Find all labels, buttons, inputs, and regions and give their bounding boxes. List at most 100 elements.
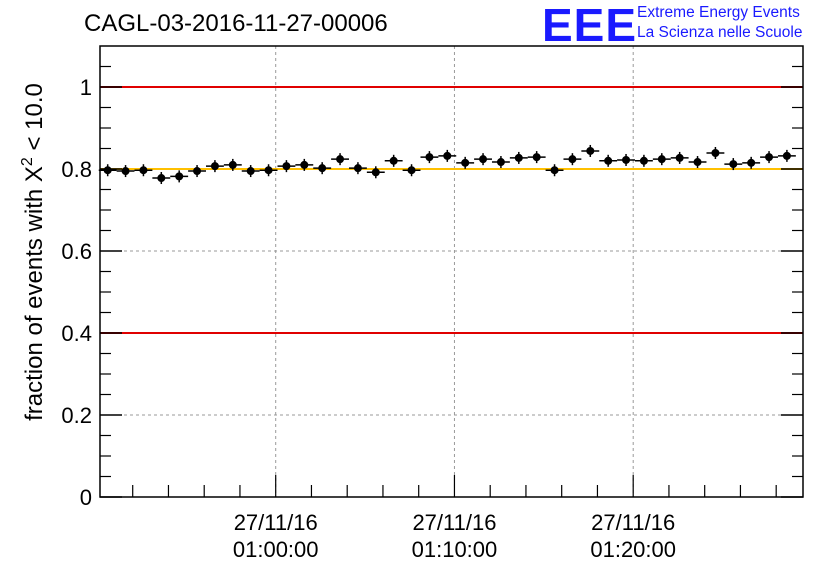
point-marker — [228, 160, 237, 169]
point-marker — [729, 160, 738, 169]
point-marker — [103, 166, 112, 175]
point-marker — [425, 153, 434, 162]
point-marker — [675, 153, 684, 162]
point-marker — [765, 153, 774, 162]
data-point — [348, 162, 367, 175]
chart-title: CAGL-03-2016-11-27-00006 — [84, 10, 388, 37]
point-marker — [461, 158, 470, 167]
data-point — [188, 165, 206, 178]
x-tick-date-label: 27/11/16 — [412, 510, 496, 535]
point-marker — [496, 158, 505, 167]
point-marker — [336, 155, 345, 164]
point-marker — [193, 167, 202, 176]
y-axis-label: fraction of events with X2 < 10.0 — [19, 83, 48, 421]
y-tick-label: 0.4 — [61, 321, 92, 346]
data-point — [777, 149, 796, 162]
point-marker — [550, 166, 559, 175]
data-point — [384, 154, 403, 167]
y-tick-label: 0.2 — [61, 403, 92, 428]
logo-line-1: Extreme Energy Events — [637, 4, 800, 21]
x-tick-time-label: 01:20:00 — [590, 537, 676, 562]
data-point — [313, 162, 332, 175]
point-marker — [353, 164, 362, 173]
point-marker — [407, 166, 416, 175]
data-point — [599, 154, 618, 167]
data-point — [98, 164, 117, 177]
data-point — [545, 164, 564, 177]
data-point — [563, 153, 582, 166]
data-point — [491, 156, 510, 169]
point-marker — [282, 162, 291, 171]
point-marker — [318, 164, 327, 173]
data-point — [331, 153, 349, 166]
x-tick-time-label: 01:00:00 — [233, 537, 319, 562]
point-marker — [586, 146, 595, 155]
logo-line-2: La Scienza nelle Scuole — [637, 24, 803, 41]
data-point — [402, 164, 421, 177]
data-point — [509, 151, 528, 164]
y-tick-label: 0.6 — [61, 239, 92, 264]
point-marker — [639, 156, 648, 165]
data-point — [205, 160, 224, 173]
data-point — [366, 166, 385, 179]
y-axis-ticks: 0 0.2 0.4 0.6 0.8 1 — [61, 65, 803, 510]
point-marker — [210, 162, 219, 171]
x-axis-ticks: 27/11/1601:00:0027/11/1601:10:0027/11/16… — [132, 475, 777, 562]
point-marker — [514, 153, 523, 162]
data-point — [634, 154, 653, 167]
data-points — [98, 144, 796, 185]
point-marker — [782, 151, 791, 160]
data-point — [474, 153, 492, 166]
data-point — [223, 158, 242, 171]
point-marker — [711, 149, 720, 158]
data-point — [670, 151, 689, 164]
data-point — [706, 147, 725, 160]
reference-lines — [100, 86, 803, 334]
data-point — [760, 151, 778, 164]
point-marker — [157, 174, 166, 183]
data-point — [617, 153, 635, 166]
data-point — [581, 144, 600, 157]
point-marker — [747, 158, 756, 167]
plot-frame — [99, 45, 804, 498]
point-marker — [693, 158, 702, 167]
data-point — [241, 165, 260, 178]
data-point — [456, 156, 475, 169]
point-marker — [389, 156, 398, 165]
point-marker — [604, 156, 613, 165]
data-point — [688, 156, 707, 169]
data-point — [438, 149, 457, 162]
data-point — [420, 151, 439, 164]
point-marker — [568, 155, 577, 164]
point-marker — [139, 166, 148, 175]
x-tick-date-label: 27/11/16 — [234, 510, 318, 535]
data-point — [152, 172, 171, 185]
data-point — [724, 158, 743, 171]
point-marker — [246, 167, 255, 176]
point-marker — [371, 168, 380, 177]
data-point — [742, 156, 761, 169]
eee-logo: EEE Extreme Energy Events La Scienza nel… — [540, 0, 830, 51]
point-marker — [657, 155, 666, 164]
data-point — [259, 164, 278, 177]
point-marker — [479, 155, 488, 164]
data-point — [527, 151, 546, 164]
point-marker — [264, 166, 273, 175]
point-marker — [443, 151, 452, 160]
x-tick-time-label: 01:10:00 — [412, 537, 498, 562]
data-point — [652, 153, 671, 166]
data-point — [277, 160, 296, 173]
point-marker — [622, 155, 631, 164]
y-tick-label: 0.8 — [61, 157, 92, 182]
y-tick-label: 0 — [80, 485, 92, 510]
data-point — [134, 164, 153, 177]
point-marker — [121, 167, 130, 176]
data-point — [170, 170, 189, 183]
data-point — [116, 165, 135, 178]
point-marker — [175, 172, 184, 181]
y-tick-label: 1 — [80, 75, 92, 100]
point-marker — [532, 153, 541, 162]
logo-mark: EEE — [542, 0, 638, 51]
data-point — [295, 158, 314, 171]
